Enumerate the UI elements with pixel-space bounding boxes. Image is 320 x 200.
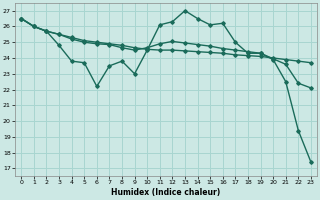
X-axis label: Humidex (Indice chaleur): Humidex (Indice chaleur) — [111, 188, 221, 197]
